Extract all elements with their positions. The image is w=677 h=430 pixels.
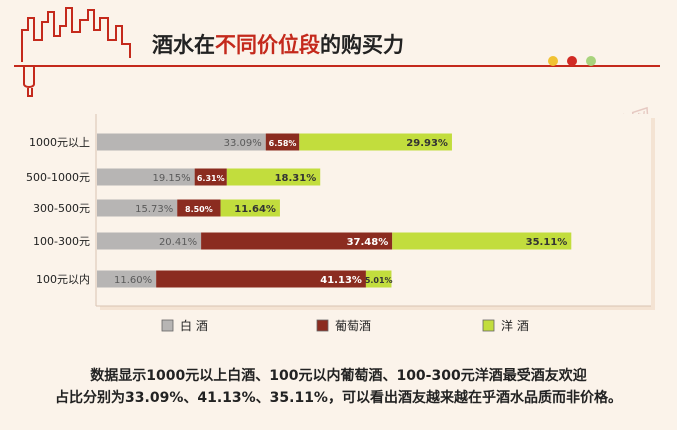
legend-swatch-putaojiu (316, 319, 329, 332)
bar-value-label: 8.50% (185, 205, 213, 214)
svg-text:酒水在不同价位段的购买力: 酒水在不同价位段的购买力 (152, 33, 404, 57)
bar-putaojiu (265, 133, 300, 151)
caption-line-2: 占比分别为33.09%、41.13%、35.11%，可以看出酒友越来越在乎酒水品… (55, 390, 622, 406)
title-part1: 酒水在 (152, 33, 215, 57)
bar-value-label: 6.58% (269, 139, 297, 148)
legend: 白 酒 葡萄酒 洋 酒 (161, 318, 529, 333)
skyline-bottle-logo (14, 7, 660, 97)
bar-value-label: 11.64% (234, 204, 276, 215)
category-label: 300-500元 (33, 202, 90, 215)
title-highlight: 不同价位段 (215, 33, 320, 57)
bar-yangjiu (299, 133, 452, 151)
bar-value-label: 6.31% (197, 174, 225, 183)
bar-baijiu (97, 168, 195, 186)
legend-swatch-baijiu (161, 319, 174, 332)
bar-value-label: 41.13% (320, 275, 362, 286)
bar-putaojiu (194, 168, 227, 186)
bar-value-label: 29.93% (406, 138, 448, 149)
category-label: 1000元以上 (29, 136, 90, 149)
category-label: 100元以内 (36, 272, 90, 286)
bar-value-label: 33.09% (224, 138, 262, 149)
category-axis: 1000元以上 500-1000元 300-500元 100-300元 100元以内 (26, 136, 90, 286)
bar-baijiu (97, 199, 178, 217)
bar-value-label: 19.15% (153, 173, 191, 184)
legend-label-baijiu: 白 酒 (180, 318, 208, 333)
bar-yangjiu (392, 232, 572, 250)
bar-yangjiu (365, 270, 392, 288)
bar-baijiu (97, 133, 266, 151)
bar-baijiu (97, 232, 202, 250)
bar-value-label: 35.11% (526, 237, 568, 248)
bar-value-label: 11.60% (114, 275, 152, 286)
legend-label-putaojiu: 葡萄酒 (335, 319, 371, 333)
bar-plot-area: 33.09% 6.58% 29.93% 19.15% 6.31% 18.31% 15.73%… (97, 133, 572, 288)
category-label: 500-1000元 (26, 171, 90, 184)
dot-green-icon (586, 56, 596, 66)
caption-line-1: 数据显示1000元以上白酒、100元以内葡萄酒、100-300元洋酒最受酒友欢迎 (90, 368, 587, 384)
legend-label-yangjiu: 洋 酒 (501, 318, 529, 333)
bar-baijiu (97, 270, 157, 288)
bar-putaojiu (201, 232, 393, 250)
bar-value-label: 18.31% (275, 173, 317, 184)
title-part2: 的购买力 (320, 33, 404, 57)
dot-yellow-icon (548, 56, 558, 66)
bar-value-label: 5.01% (365, 276, 393, 285)
legend-swatch-yangjiu (482, 319, 495, 332)
bar-value-label: 20.41% (159, 237, 197, 248)
bar-yangjiu (226, 168, 321, 186)
bar-value-label: 15.73% (135, 204, 173, 215)
bar-value-label: 37.48% (347, 237, 389, 248)
dot-red-icon (567, 56, 577, 66)
bar-yangjiu (220, 199, 280, 217)
category-label: 100-300元 (33, 235, 90, 248)
bar-putaojiu (156, 270, 366, 288)
bar-putaojiu (177, 199, 221, 217)
